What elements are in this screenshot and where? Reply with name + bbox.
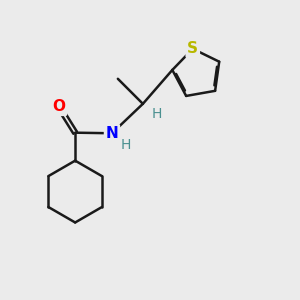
Text: N: N [106,126,118,141]
Text: H: H [151,107,161,122]
Text: S: S [187,41,198,56]
Text: H: H [120,138,130,152]
Text: O: O [52,99,65,114]
